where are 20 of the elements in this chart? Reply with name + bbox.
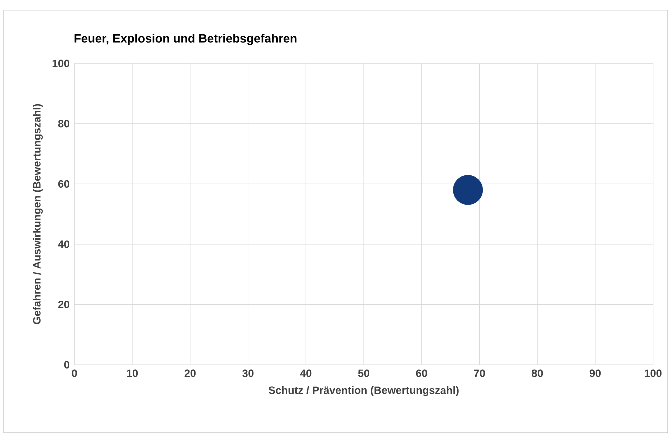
x-tick-label: 20 [184, 370, 196, 378]
y-tick-label: 20 [58, 300, 70, 309]
x-tick-label: 60 [416, 370, 428, 378]
x-tick-label: 70 [474, 370, 486, 378]
x-tick-label: 80 [532, 370, 544, 378]
y-tick-label: 0 [64, 361, 70, 369]
x-tick-label: 50 [358, 370, 370, 378]
x-tick-label: 90 [590, 370, 601, 378]
x-tick-label: 0 [72, 370, 78, 378]
x-tick-label: 100 [645, 370, 662, 378]
y-tick-label: 100 [52, 60, 70, 68]
y-tick-label: 40 [58, 240, 70, 248]
y-tick-label: 60 [58, 180, 70, 188]
chart-title: Feuer, Explosion und Betriebsgefahren [74, 34, 297, 46]
y-tick-label: 80 [58, 120, 70, 128]
x-tick-label: 30 [242, 370, 254, 378]
y-axis-title: Gefahren / Auswirkungen (Bewertungszahl) [33, 104, 44, 324]
x-tick-label: 40 [300, 370, 312, 378]
x-axis-title: Schutz / Prävention (Bewertungszahl) [268, 386, 459, 396]
x-tick-label: 10 [127, 370, 138, 378]
